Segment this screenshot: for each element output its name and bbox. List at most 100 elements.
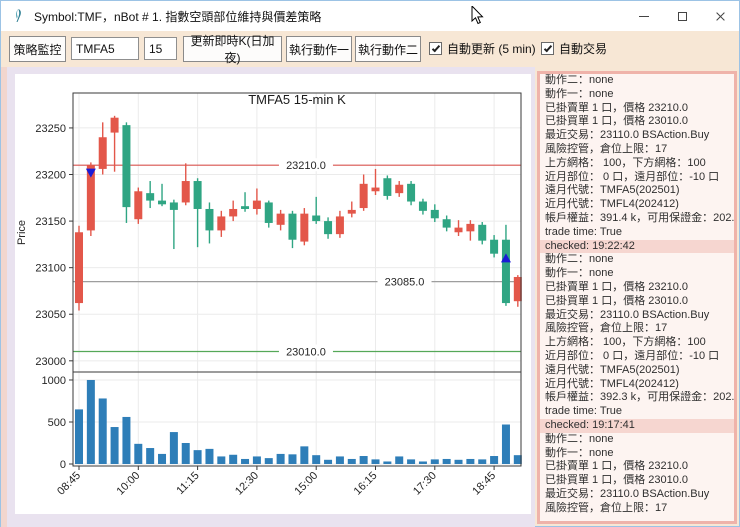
window-controls <box>625 1 739 31</box>
status-log-panel[interactable]: 動作二：none 動作一：none 已掛賣單 1 口，價格 23210.0 已掛買單 … <box>537 71 737 524</box>
log-line: 近月部位： 0 口，遠月部位：-10 口 <box>545 170 720 183</box>
time-tick-label: 08:45 <box>55 470 83 498</box>
price-tick-label: 23100 <box>35 263 66 275</box>
checkbox-icon <box>541 42 554 55</box>
volume-bar <box>454 459 463 464</box>
volume-bar <box>288 454 297 464</box>
log-line: 動作二：none <box>545 74 614 86</box>
price-axis-label: Price <box>16 220 28 245</box>
time-tick-label: 10:00 <box>114 470 142 498</box>
volume-bar <box>217 456 226 464</box>
volume-bar <box>158 453 167 464</box>
close-button[interactable] <box>701 1 739 31</box>
symbol-input[interactable] <box>71 37 139 60</box>
auto-trade-checkbox[interactable]: 自動交易 <box>541 40 607 57</box>
maximize-button[interactable] <box>663 1 701 31</box>
time-tick-label: 17:30 <box>411 470 439 498</box>
minimize-button[interactable] <box>625 1 663 31</box>
log-line: 動作二：none <box>545 432 614 445</box>
candle <box>146 181 155 209</box>
price-tick-label: 23250 <box>35 123 66 135</box>
minimize-icon <box>639 15 649 17</box>
log-line: 動作一：none <box>545 87 614 100</box>
auto-update-label: 自動更新 (5 min) <box>447 42 536 56</box>
price-tick-label: 23150 <box>35 216 66 228</box>
hline-label: 23210.0 <box>286 160 326 172</box>
candlestick-chart: 23210.0 23085.0 23010.0 23000 23050 23100 2315… <box>16 92 522 498</box>
volume-bar <box>86 379 95 464</box>
candle <box>490 235 499 258</box>
hline-label: 23085.0 <box>385 277 425 289</box>
toolbar: 策略監控 更新即時K(日加夜) 執行動作一 執行動作二 自動更新 (5 min)… <box>1 31 739 67</box>
action1-button[interactable]: 執行動作一 <box>286 36 352 62</box>
title-bar: Symbol:TMF，nBot # 1. 指數空頭部位維持與價差策略 <box>1 1 739 31</box>
time-tick-label: 18:45 <box>470 470 498 498</box>
auto-update-checkbox[interactable]: 自動更新 (5 min) <box>429 40 536 57</box>
chart-title: TMFA5 15-min K <box>248 92 346 107</box>
volume-bar <box>501 424 510 464</box>
log-line: 風險控管，倉位上限：17 <box>545 322 668 335</box>
candle <box>264 200 273 228</box>
volume-bar <box>490 456 499 464</box>
price-tick-label: 23050 <box>35 309 66 321</box>
log-line: 帳戶權益：391.4 k，可用保證金：202. <box>545 211 734 224</box>
auto-trade-label: 自動交易 <box>559 42 608 56</box>
maximize-icon <box>677 11 687 21</box>
interval-input[interactable] <box>144 37 177 60</box>
candle <box>513 275 522 307</box>
candle <box>229 200 238 222</box>
candle <box>134 187 143 224</box>
log-line: 近月代號：TMFL4(202412) <box>545 198 679 211</box>
hline-label: 23010.0 <box>286 347 326 359</box>
volume-bar <box>359 456 368 464</box>
volume-bar <box>193 450 202 464</box>
candle <box>383 175 392 200</box>
strategy-monitor-button[interactable]: 策略監控 <box>9 36 66 62</box>
volume-bar <box>146 448 155 464</box>
candle <box>407 181 416 206</box>
volume-bar <box>241 458 250 464</box>
volume-bar <box>229 454 238 464</box>
volume-tick-label: 500 <box>48 417 66 429</box>
log-line: trade time: True <box>545 405 623 418</box>
log-line: 已掛買單 1 口，價格 23010.0 <box>545 474 689 487</box>
log-line: 最近交易：23110.0 BSAction.Buy <box>545 129 710 142</box>
candle <box>335 210 344 238</box>
log-line: 帳戶權益：392.3 k，可用保證金：202. <box>545 391 734 404</box>
candle <box>217 210 226 237</box>
action2-button[interactable]: 執行動作二 <box>355 36 421 62</box>
buy-marker <box>500 253 511 263</box>
volume-bar <box>442 458 451 464</box>
volume-bar <box>466 458 475 464</box>
volume-bar <box>252 456 261 464</box>
candle <box>205 202 214 244</box>
candle <box>110 115 119 172</box>
candle <box>466 220 475 241</box>
time-tick-label: 16:15 <box>352 470 380 498</box>
volume-tick-label: 1000 <box>42 375 66 387</box>
candle <box>347 201 356 218</box>
candle <box>169 199 178 250</box>
volume-bar <box>181 442 190 464</box>
window-left-strip <box>1 67 7 527</box>
log-line: 已掛買單 1 口，價格 23010.0 <box>545 115 689 128</box>
volume-bar <box>430 459 439 464</box>
chart-container: 23210.0 23085.0 23010.0 23000 23050 23100 2315… <box>7 67 535 527</box>
candle <box>252 188 261 215</box>
volume-bar <box>312 455 321 464</box>
volume-bar <box>264 458 273 464</box>
update-k-button[interactable]: 更新即時K(日加夜) <box>183 34 282 65</box>
log-line: checked: 19:22:42 <box>540 239 734 254</box>
chart-figure: 23210.0 23085.0 23010.0 23000 23050 23100 2315… <box>15 74 531 514</box>
log-line: 已掛賣單 1 口，價格 23210.0 <box>545 101 689 114</box>
volume-bar <box>300 446 309 464</box>
volume-bar <box>371 459 380 464</box>
log-line: 風險控管，倉位上限：17 <box>545 501 668 514</box>
price-tick-label: 23000 <box>35 356 66 368</box>
log-line: 動作一：none <box>545 267 614 280</box>
volume-bar <box>110 427 119 464</box>
price-tick-label: 23200 <box>35 170 66 182</box>
log-line: 已掛賣單 1 口，價格 23210.0 <box>545 460 689 473</box>
candle <box>442 215 451 232</box>
candle <box>288 210 297 249</box>
